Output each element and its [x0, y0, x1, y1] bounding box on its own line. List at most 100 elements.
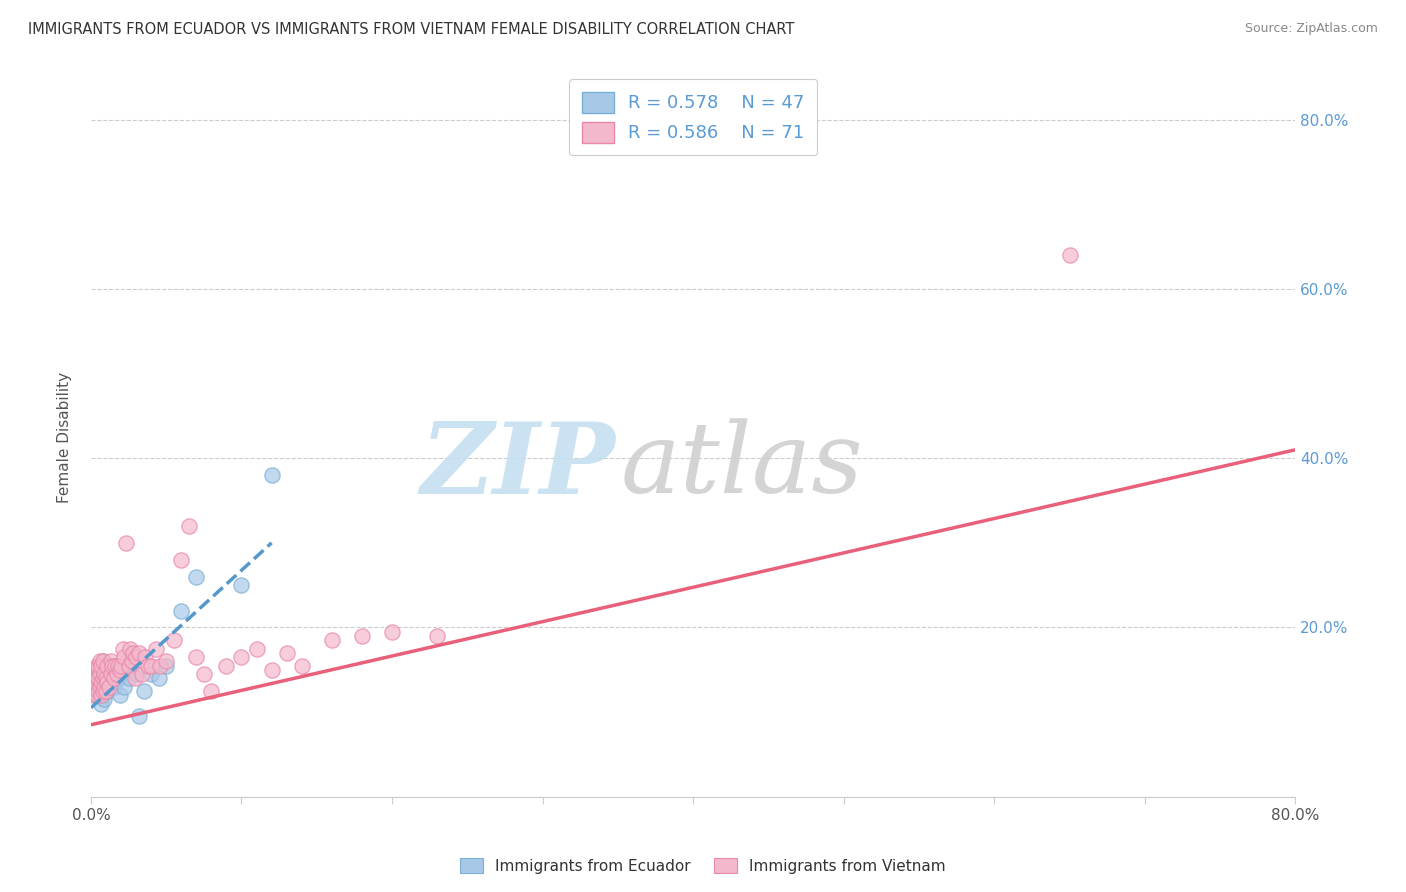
- Point: [101, 658, 124, 673]
- Point: [83, 688, 105, 702]
- Point: [134, 650, 156, 665]
- Point: [82, 680, 104, 694]
- Point: [84, 680, 107, 694]
- Point: [108, 688, 131, 702]
- Point: [215, 658, 238, 673]
- Point: [231, 578, 253, 592]
- Point: [112, 680, 135, 694]
- Point: [84, 688, 107, 702]
- Point: [93, 671, 115, 685]
- Point: [91, 684, 114, 698]
- Point: [91, 688, 114, 702]
- Point: [84, 675, 107, 690]
- Point: [89, 684, 111, 698]
- Point: [276, 646, 298, 660]
- Text: ZIP: ZIP: [420, 417, 614, 514]
- Point: [87, 671, 110, 685]
- Point: [124, 671, 146, 685]
- Point: [121, 654, 143, 668]
- Point: [128, 646, 150, 660]
- Point: [163, 633, 186, 648]
- Point: [91, 654, 114, 668]
- Point: [426, 629, 449, 643]
- Point: [149, 658, 172, 673]
- Point: [155, 658, 177, 673]
- Point: [87, 663, 110, 677]
- Text: IMMIGRANTS FROM ECUADOR VS IMMIGRANTS FROM VIETNAM FEMALE DISABILITY CORRELATION: IMMIGRANTS FROM ECUADOR VS IMMIGRANTS FR…: [28, 22, 794, 37]
- Point: [260, 663, 283, 677]
- Point: [103, 671, 125, 685]
- Point: [186, 569, 208, 583]
- Point: [104, 667, 127, 681]
- Point: [83, 680, 105, 694]
- Point: [321, 633, 343, 648]
- Point: [84, 671, 107, 685]
- Point: [110, 663, 132, 677]
- Point: [91, 654, 114, 668]
- Point: [141, 667, 163, 681]
- Point: [86, 680, 108, 694]
- Point: [94, 684, 117, 698]
- Point: [98, 680, 121, 694]
- Point: [122, 646, 145, 660]
- Point: [120, 641, 142, 656]
- Point: [245, 641, 267, 656]
- Point: [96, 667, 118, 681]
- Point: [90, 658, 112, 673]
- Point: [84, 663, 107, 677]
- Point: [125, 667, 148, 681]
- Point: [104, 658, 127, 673]
- Point: [121, 646, 143, 660]
- Point: [89, 671, 111, 685]
- Point: [100, 654, 122, 668]
- Point: [170, 553, 193, 567]
- Point: [114, 536, 136, 550]
- Point: [96, 684, 118, 698]
- Point: [90, 688, 112, 702]
- Point: [96, 675, 118, 690]
- Point: [136, 658, 159, 673]
- Point: [108, 663, 131, 677]
- Point: [91, 671, 114, 685]
- Point: [94, 658, 117, 673]
- Point: [145, 641, 167, 656]
- Point: [96, 658, 118, 673]
- Point: [128, 709, 150, 723]
- Point: [90, 697, 112, 711]
- Point: [87, 671, 110, 685]
- Point: [90, 675, 112, 690]
- Point: [177, 519, 200, 533]
- Point: [87, 658, 110, 673]
- Point: [91, 675, 114, 690]
- Point: [107, 658, 129, 673]
- Point: [101, 658, 124, 673]
- Point: [90, 680, 112, 694]
- Point: [1059, 248, 1081, 262]
- Point: [87, 675, 110, 690]
- Legend: Immigrants from Ecuador, Immigrants from Vietnam: Immigrants from Ecuador, Immigrants from…: [454, 852, 952, 880]
- Point: [125, 650, 148, 665]
- Y-axis label: Female Disability: Female Disability: [58, 371, 72, 502]
- Point: [94, 680, 117, 694]
- Point: [131, 667, 153, 681]
- Point: [111, 641, 134, 656]
- Point: [86, 671, 108, 685]
- Point: [98, 675, 121, 690]
- Point: [117, 658, 139, 673]
- Legend: R = 0.578    N = 47, R = 0.586    N = 71: R = 0.578 N = 47, R = 0.586 N = 71: [569, 79, 817, 155]
- Point: [86, 688, 108, 702]
- Point: [155, 654, 177, 668]
- Point: [93, 680, 115, 694]
- Point: [170, 603, 193, 617]
- Point: [148, 671, 170, 685]
- Point: [105, 658, 128, 673]
- Point: [86, 658, 108, 673]
- Point: [93, 667, 115, 681]
- Point: [193, 667, 215, 681]
- Point: [93, 692, 115, 706]
- Point: [86, 667, 108, 681]
- Point: [114, 658, 136, 673]
- Point: [117, 671, 139, 685]
- Point: [107, 671, 129, 685]
- Point: [100, 667, 122, 681]
